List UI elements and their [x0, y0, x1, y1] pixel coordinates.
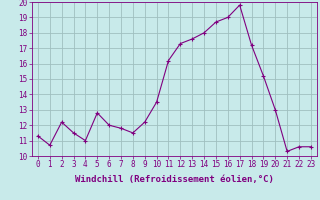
X-axis label: Windchill (Refroidissement éolien,°C): Windchill (Refroidissement éolien,°C): [75, 175, 274, 184]
